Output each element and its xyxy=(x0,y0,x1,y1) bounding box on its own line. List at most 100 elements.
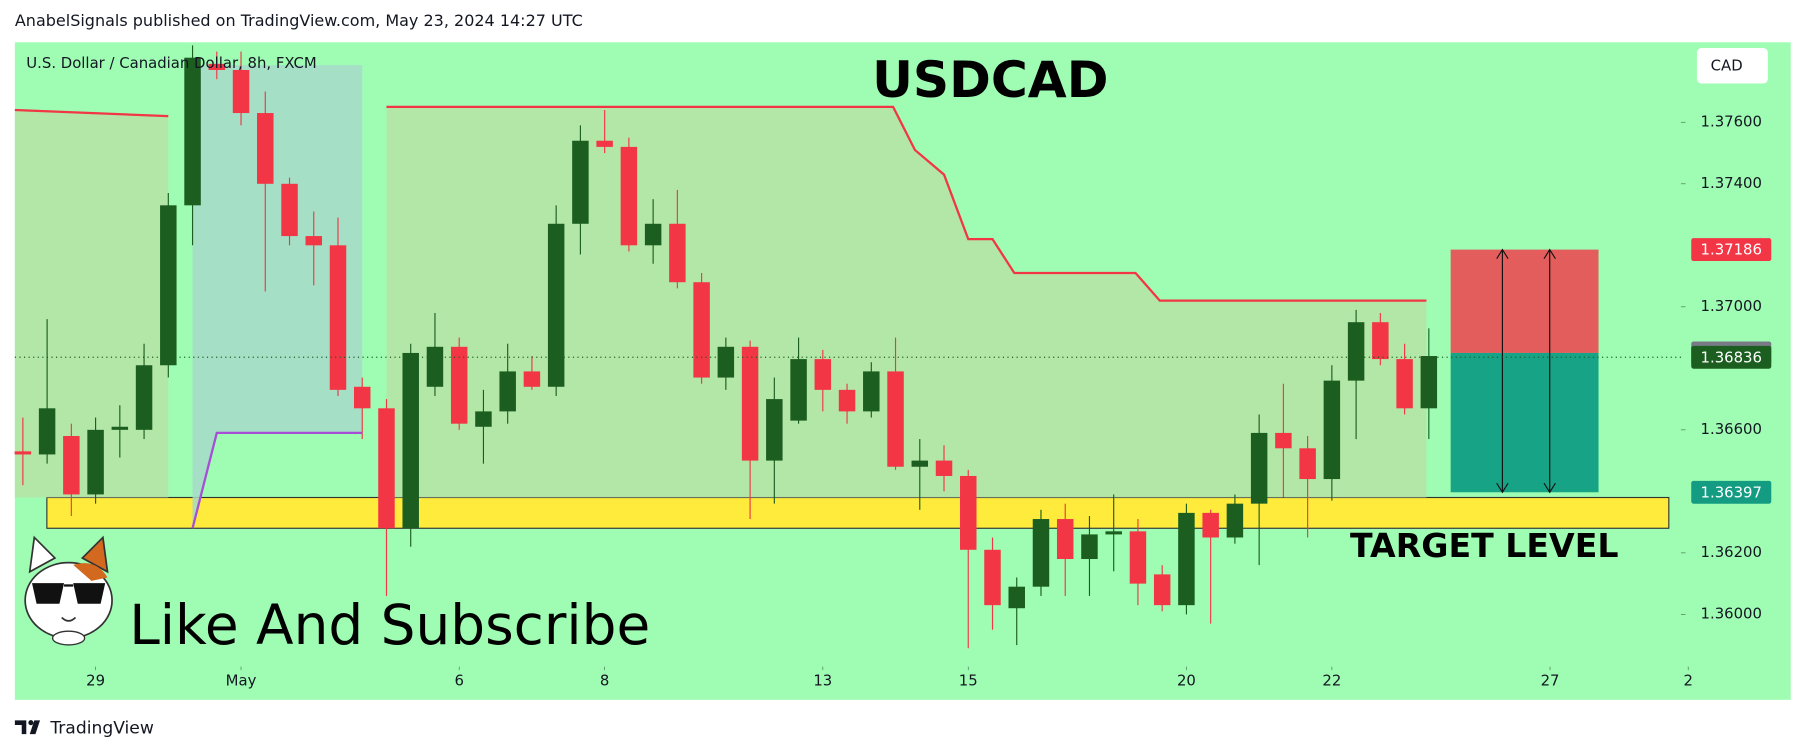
candle-body xyxy=(1372,322,1389,360)
candle-body xyxy=(87,429,104,495)
candle-body xyxy=(257,113,274,184)
x-tick-label: 20 xyxy=(1177,672,1196,690)
candle-body xyxy=(184,57,201,206)
tradingview-logo xyxy=(14,720,41,735)
candle-body xyxy=(1420,356,1438,409)
candle-body xyxy=(160,205,177,366)
currency-label[interactable]: CAD xyxy=(1711,56,1743,74)
candle-body xyxy=(475,411,492,427)
x-tick-label: 27 xyxy=(1541,672,1560,690)
x-tick-label: 13 xyxy=(813,672,832,690)
resistance-shade xyxy=(14,109,169,498)
candle-body xyxy=(1032,519,1050,587)
candle-body xyxy=(523,371,541,387)
candle-body xyxy=(1275,432,1292,449)
x-tick-label: 8 xyxy=(600,672,609,690)
cat-icon xyxy=(24,535,113,646)
candle-body xyxy=(1299,448,1316,480)
chart-title: USDCAD xyxy=(872,50,1108,109)
candle-body xyxy=(1202,512,1219,538)
candle-body xyxy=(1056,519,1074,560)
candle-body xyxy=(960,475,977,550)
candle-body xyxy=(353,386,371,409)
candles xyxy=(14,45,1438,649)
y-tick-label: 1.36000 xyxy=(1701,604,1762,622)
price-label-box xyxy=(1691,480,1772,504)
arrow-head xyxy=(1496,248,1509,260)
target-zone-box xyxy=(1450,352,1599,493)
subscribe-annotation: Like And Subscribe xyxy=(129,593,650,657)
candle-body xyxy=(63,435,80,495)
footer-brand: TradingView xyxy=(49,718,154,738)
candle-body xyxy=(1226,503,1244,538)
symbol-description: U.S. Dollar / Canadian Dollar, 8h, FXCM xyxy=(26,54,316,72)
indicator-line xyxy=(386,105,1427,302)
candle-body xyxy=(281,183,298,237)
price-label-box xyxy=(1691,345,1772,369)
candle-body xyxy=(887,371,904,467)
candle-body xyxy=(1153,574,1171,606)
indicator-line xyxy=(191,431,363,529)
price-label: 1.37186 xyxy=(1701,241,1762,259)
candle-body xyxy=(135,365,153,430)
target-annotation: TARGET LEVEL xyxy=(1350,526,1618,565)
candle-body xyxy=(911,460,929,467)
candle-body xyxy=(1396,359,1413,409)
candle-body xyxy=(208,63,226,70)
candle-body xyxy=(232,69,250,114)
candle-body xyxy=(572,140,589,224)
candle-body xyxy=(1178,512,1195,606)
candle-body xyxy=(111,426,129,430)
support-shade xyxy=(192,65,363,529)
price-label: 1.36836 xyxy=(1701,348,1762,366)
candle-body xyxy=(838,389,856,412)
candle-body xyxy=(329,245,347,390)
candle-body xyxy=(644,223,662,246)
currency-box[interactable] xyxy=(1696,48,1768,84)
candle-body xyxy=(38,408,56,455)
x-tick-label: 6 xyxy=(454,672,463,690)
arrow-head xyxy=(1496,482,1509,494)
candle-body xyxy=(984,549,1001,606)
price-label-box xyxy=(1691,238,1772,262)
candle-body xyxy=(1323,380,1341,480)
candle-body xyxy=(863,371,880,412)
y-tick-label: 1.37000 xyxy=(1701,297,1762,315)
candle-body xyxy=(14,451,32,455)
candle-body xyxy=(402,352,419,529)
candle-body xyxy=(1129,531,1147,584)
candle-body xyxy=(717,346,735,378)
candle-body xyxy=(596,140,613,147)
candle-body xyxy=(790,359,807,421)
candle-body xyxy=(378,408,395,529)
y-tick-label: 1.37400 xyxy=(1701,174,1762,192)
candle-body xyxy=(499,371,516,412)
indicator-line xyxy=(14,108,169,118)
x-tick-label: May xyxy=(226,672,257,690)
candle-body xyxy=(1105,531,1122,535)
candle-body xyxy=(620,146,638,246)
target-zone xyxy=(46,496,1670,529)
y-tick-label: 1.36600 xyxy=(1701,420,1762,438)
candle-body xyxy=(305,236,322,246)
candle-body xyxy=(669,223,686,283)
stop-zone xyxy=(1450,249,1599,353)
candle-body xyxy=(766,399,783,461)
candle-body xyxy=(741,346,759,461)
arrow-head xyxy=(1543,482,1556,494)
publish-header: AnabelSignals published on TradingView.c… xyxy=(15,11,583,30)
y-tick-label: 1.36200 xyxy=(1701,543,1762,561)
candle-body xyxy=(1081,534,1098,560)
candle-body xyxy=(1347,322,1365,381)
candle-body xyxy=(450,346,468,424)
x-tick-label: 29 xyxy=(86,672,105,690)
candle-body xyxy=(814,359,832,390)
x-tick-label: 2 xyxy=(1683,672,1692,690)
x-tick-label: 15 xyxy=(959,672,978,690)
arrow-head xyxy=(1543,248,1556,260)
price-label: 1.36397 xyxy=(1701,483,1762,501)
overlay-lines xyxy=(14,105,1681,529)
candle-body xyxy=(426,346,444,387)
